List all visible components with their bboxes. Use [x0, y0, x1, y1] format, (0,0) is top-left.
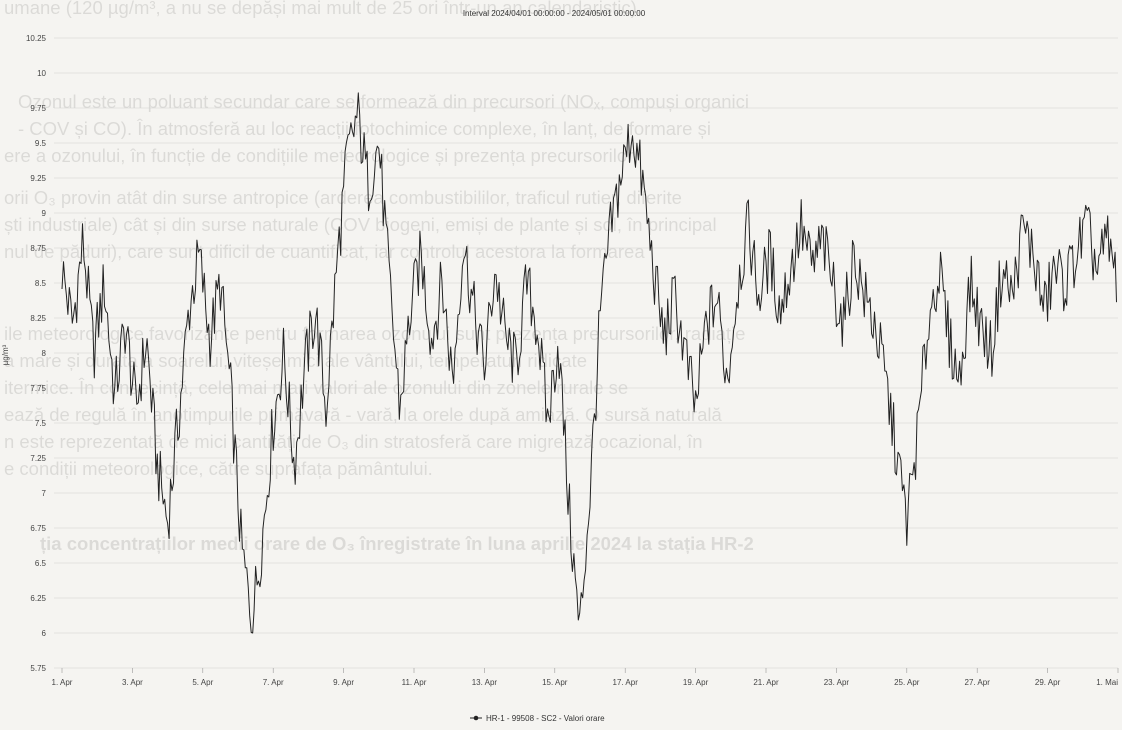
x-tick-label: 13. Apr — [472, 678, 498, 687]
y-tick-label: 9.75 — [30, 104, 46, 113]
y-tick-label: 7 — [42, 489, 47, 498]
x-tick-label: 27. Apr — [965, 678, 991, 687]
grid-lines — [54, 37, 1118, 669]
y-tick-label: 10 — [37, 69, 46, 78]
y-axis: 10.25 10 9.75 9.5 9.25 9 8.75 8.5 8.25 8 7.75 7.5 7.… — [26, 34, 47, 673]
y-tick-label: 6.5 — [35, 559, 47, 568]
y-tick-label: 6.25 — [30, 594, 46, 603]
y-tick-label: 8.5 — [35, 279, 47, 288]
series-line-0 — [61, 92, 1117, 634]
x-tick-label: 3. Apr — [122, 678, 143, 687]
x-tick-label: 23. Apr — [824, 678, 850, 687]
y-tick-label: 6.75 — [30, 524, 46, 533]
legend-entry-label: HR-1 - 99508 - SC2 - Valori orare — [486, 714, 605, 723]
y-tick-label: 5.75 — [30, 664, 46, 673]
x-tick-label: 1. Mai — [1096, 678, 1118, 687]
y-tick-label: 8 — [42, 349, 47, 358]
x-tick-label: 15. Apr — [542, 678, 568, 687]
y-tick-label: 8.25 — [30, 314, 46, 323]
x-axis: 1. Apr 3. Apr 5. Apr 7. Apr 9. Apr 11. Apr 13.… — [52, 668, 1119, 687]
y-tick-label: 9.25 — [30, 174, 46, 183]
x-tick-label: 19. Apr — [683, 678, 709, 687]
x-tick-label: 1. Apr — [52, 678, 73, 687]
y-tick-label: 10.25 — [26, 34, 47, 43]
y-tick-label: 7.25 — [30, 454, 46, 463]
x-tick-label: 29. Apr — [1035, 678, 1061, 687]
legend: HR-1 - 99508 - SC2 - Valori orare — [470, 714, 605, 723]
x-tick-label: 7. Apr — [263, 678, 284, 687]
legend-point-marker — [473, 715, 479, 721]
y-tick-label: 7.5 — [35, 419, 47, 428]
x-tick-label: 9. Apr — [333, 678, 354, 687]
x-tick-label: 5. Apr — [192, 678, 213, 687]
x-tick-label: 11. Apr — [402, 678, 427, 687]
y-axis-label: µg/m³ — [1, 344, 10, 365]
y-tick-label: 9.5 — [35, 139, 47, 148]
y-tick-label: 6 — [42, 629, 47, 638]
x-tick-label: 17. Apr — [613, 678, 639, 687]
y-tick-label: 8.75 — [30, 244, 46, 253]
x-tick-label: 21. Apr — [753, 678, 779, 687]
x-tick-label: 25. Apr — [894, 678, 920, 687]
series-group — [61, 92, 1117, 634]
y-tick-label: 9 — [42, 209, 47, 218]
chart-title: Interval 2024/04/01 00:00:00 - 2024/05/0… — [463, 9, 646, 18]
y-tick-label: 7.75 — [30, 384, 46, 393]
